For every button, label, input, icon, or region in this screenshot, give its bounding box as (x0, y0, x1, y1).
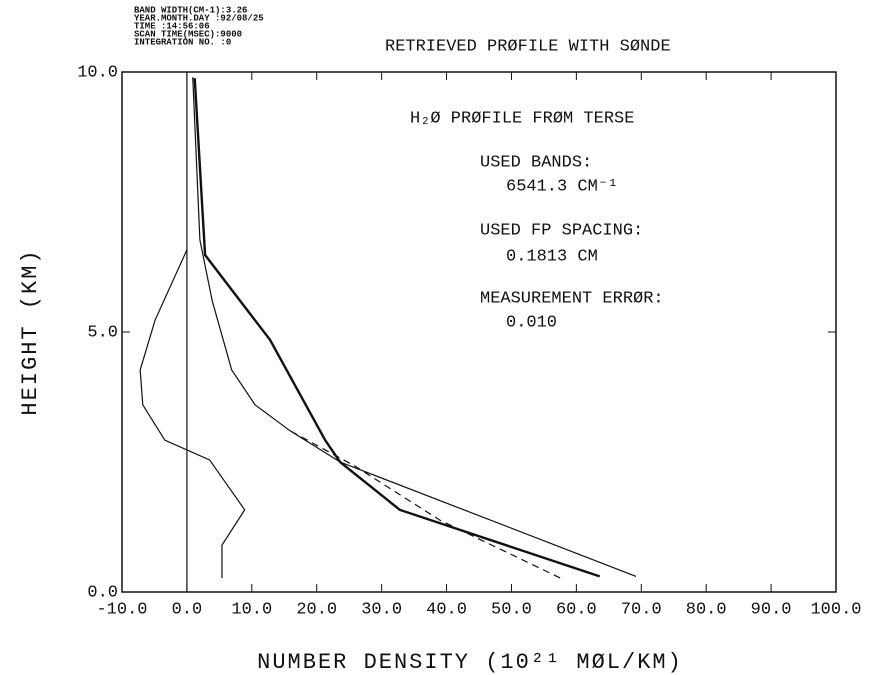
profile-line (139, 249, 246, 578)
header-line: INTEGRATION NO. :0 (134, 37, 231, 47)
x-tick-label: 70.0 (621, 600, 662, 619)
annotation: H₂Ø PRØFILE FRØM TERSE (410, 109, 634, 128)
x-tick-label: 10.0 (231, 600, 272, 619)
x-tick-label: 30.0 (361, 600, 402, 619)
annotation: USED BANDS: (480, 153, 592, 172)
header-line: SCAN TIME(MSEC):9000 (134, 29, 242, 39)
annotation: 0.1813 CM (506, 247, 598, 266)
plot-frame (121, 71, 837, 593)
chart-title: RETRIEVED PRØFILE WITH SØNDE (385, 37, 671, 56)
annotation: 0.010 (506, 313, 557, 332)
x-tick-label: 20.0 (296, 600, 337, 619)
x-tick-label: 80.0 (686, 600, 727, 619)
x-tick-label: 60.0 (556, 600, 597, 619)
header-line: YEAR.MONTH.DAY :92/08/25 (134, 13, 264, 23)
x-tick-label: 50.0 (491, 600, 532, 619)
y-axis-label: HEIGHT (KM) (18, 248, 43, 415)
y-tick-label: 0.0 (87, 583, 118, 602)
annotation: MEASUREMENT ERRØR: (480, 289, 664, 308)
x-axis-label: NUMBER DENSITY (10²¹ MØL/KM) (257, 650, 683, 675)
y-tick-label: 10.0 (77, 63, 118, 82)
x-tick-label: 90.0 (751, 600, 792, 619)
header-line: BAND WIDTH(CM-1):3.26 (134, 5, 247, 15)
x-tick-label: 100.0 (810, 600, 861, 619)
x-tick-label: 40.0 (426, 600, 467, 619)
annotation: 6541.3 CM⁻¹ (506, 177, 618, 196)
header-line: TIME :14:56:06 (134, 21, 210, 31)
x-tick-label: 0.0 (172, 600, 203, 619)
x-tick-label: -10.0 (96, 600, 147, 619)
profile-line (193, 78, 601, 578)
annotation: USED FP SPACING: (480, 221, 643, 240)
y-tick-label: 5.0 (87, 323, 118, 342)
profile-line (289, 430, 561, 579)
profile-line (192, 77, 637, 577)
